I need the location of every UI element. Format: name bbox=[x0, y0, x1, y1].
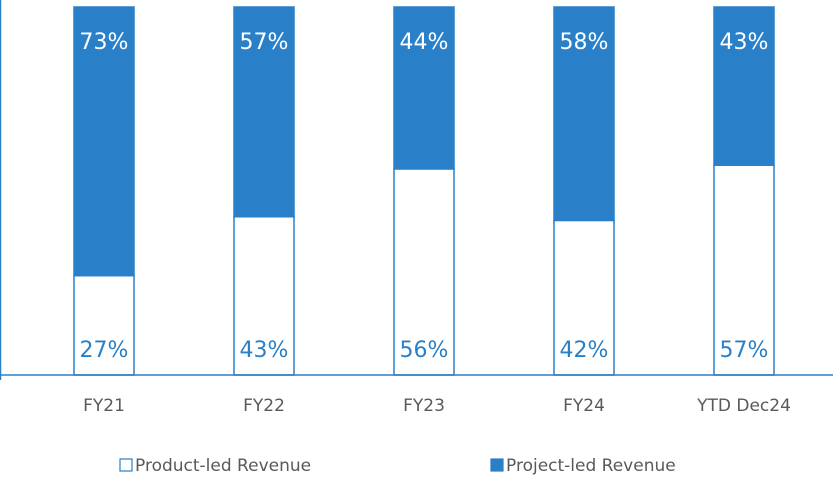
data-label: 44% bbox=[400, 30, 449, 55]
x-tick-label: FY24 bbox=[563, 396, 605, 416]
bar-segment bbox=[233, 6, 295, 218]
bar-segment bbox=[713, 164, 775, 376]
data-label: 43% bbox=[240, 338, 289, 363]
x-tick-label: FY22 bbox=[243, 396, 285, 416]
legend-swatch bbox=[119, 458, 133, 472]
data-label: 27% bbox=[80, 338, 129, 363]
data-label: 57% bbox=[240, 30, 289, 55]
data-label: 56% bbox=[400, 338, 449, 363]
x-tick-label: YTD Dec24 bbox=[696, 396, 791, 416]
bar-segment bbox=[393, 6, 455, 170]
bar-segment bbox=[393, 168, 455, 376]
legend-label: Project-led Revenue bbox=[506, 456, 676, 476]
data-label: 43% bbox=[720, 30, 769, 55]
legend-swatch bbox=[490, 458, 504, 472]
bar-segment bbox=[553, 6, 615, 222]
bar-segment bbox=[713, 6, 775, 166]
bar-segment bbox=[553, 219, 615, 376]
data-label: 57% bbox=[720, 338, 769, 363]
data-label: 58% bbox=[560, 30, 609, 55]
x-tick-label: FY21 bbox=[83, 396, 125, 416]
data-label: 73% bbox=[80, 30, 129, 55]
bar-segment bbox=[73, 6, 135, 277]
data-label: 42% bbox=[560, 338, 609, 363]
legend-label: Product-led Revenue bbox=[135, 456, 311, 476]
x-tick-label: FY23 bbox=[403, 396, 445, 416]
